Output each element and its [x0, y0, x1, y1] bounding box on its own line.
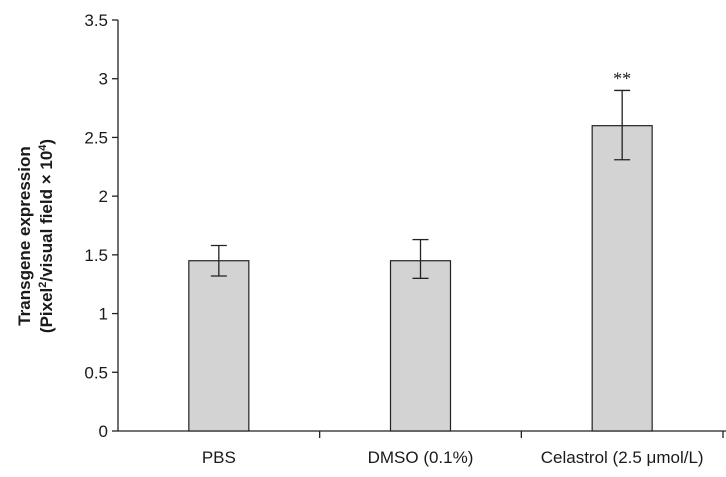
- y-tick-label: 2.5: [84, 128, 108, 147]
- x-tick-label: PBS: [202, 448, 236, 467]
- y-tick-label: 3.5: [84, 11, 108, 30]
- bar: [188, 260, 250, 432]
- y-tick-label: 3: [99, 70, 108, 89]
- y-axis-ticks: 0 0.5 1 1.5 2 2.5 3 3.5: [84, 11, 118, 441]
- y-axis-label-line2: (Pixel2/visual field × 104): [37, 139, 56, 333]
- x-axis-ticks: PBS DMSO (0.1%) Celastrol (2.5 μmol/L): [202, 448, 704, 467]
- y-tick-label: 0: [99, 422, 108, 441]
- x-tick-label: Celastrol (2.5 μmol/L): [541, 448, 704, 467]
- significance-label: **: [613, 68, 631, 88]
- y-tick-label: 1.5: [84, 246, 108, 265]
- y-tick-label: 1: [99, 305, 108, 324]
- significance-annotations: **: [613, 68, 631, 88]
- bars: [188, 125, 653, 432]
- x-tick-label: DMSO (0.1%): [368, 448, 474, 467]
- error-bars: [210, 89, 631, 279]
- y-axis-label-line1: Transgene expression: [15, 146, 34, 326]
- y-tick-label: 2: [99, 187, 108, 206]
- y-tick-label: 0.5: [84, 363, 108, 382]
- y-axis-label: Transgene expression (Pixel2/visual fiel…: [15, 139, 56, 333]
- bar: [591, 125, 653, 432]
- bar: [389, 260, 452, 432]
